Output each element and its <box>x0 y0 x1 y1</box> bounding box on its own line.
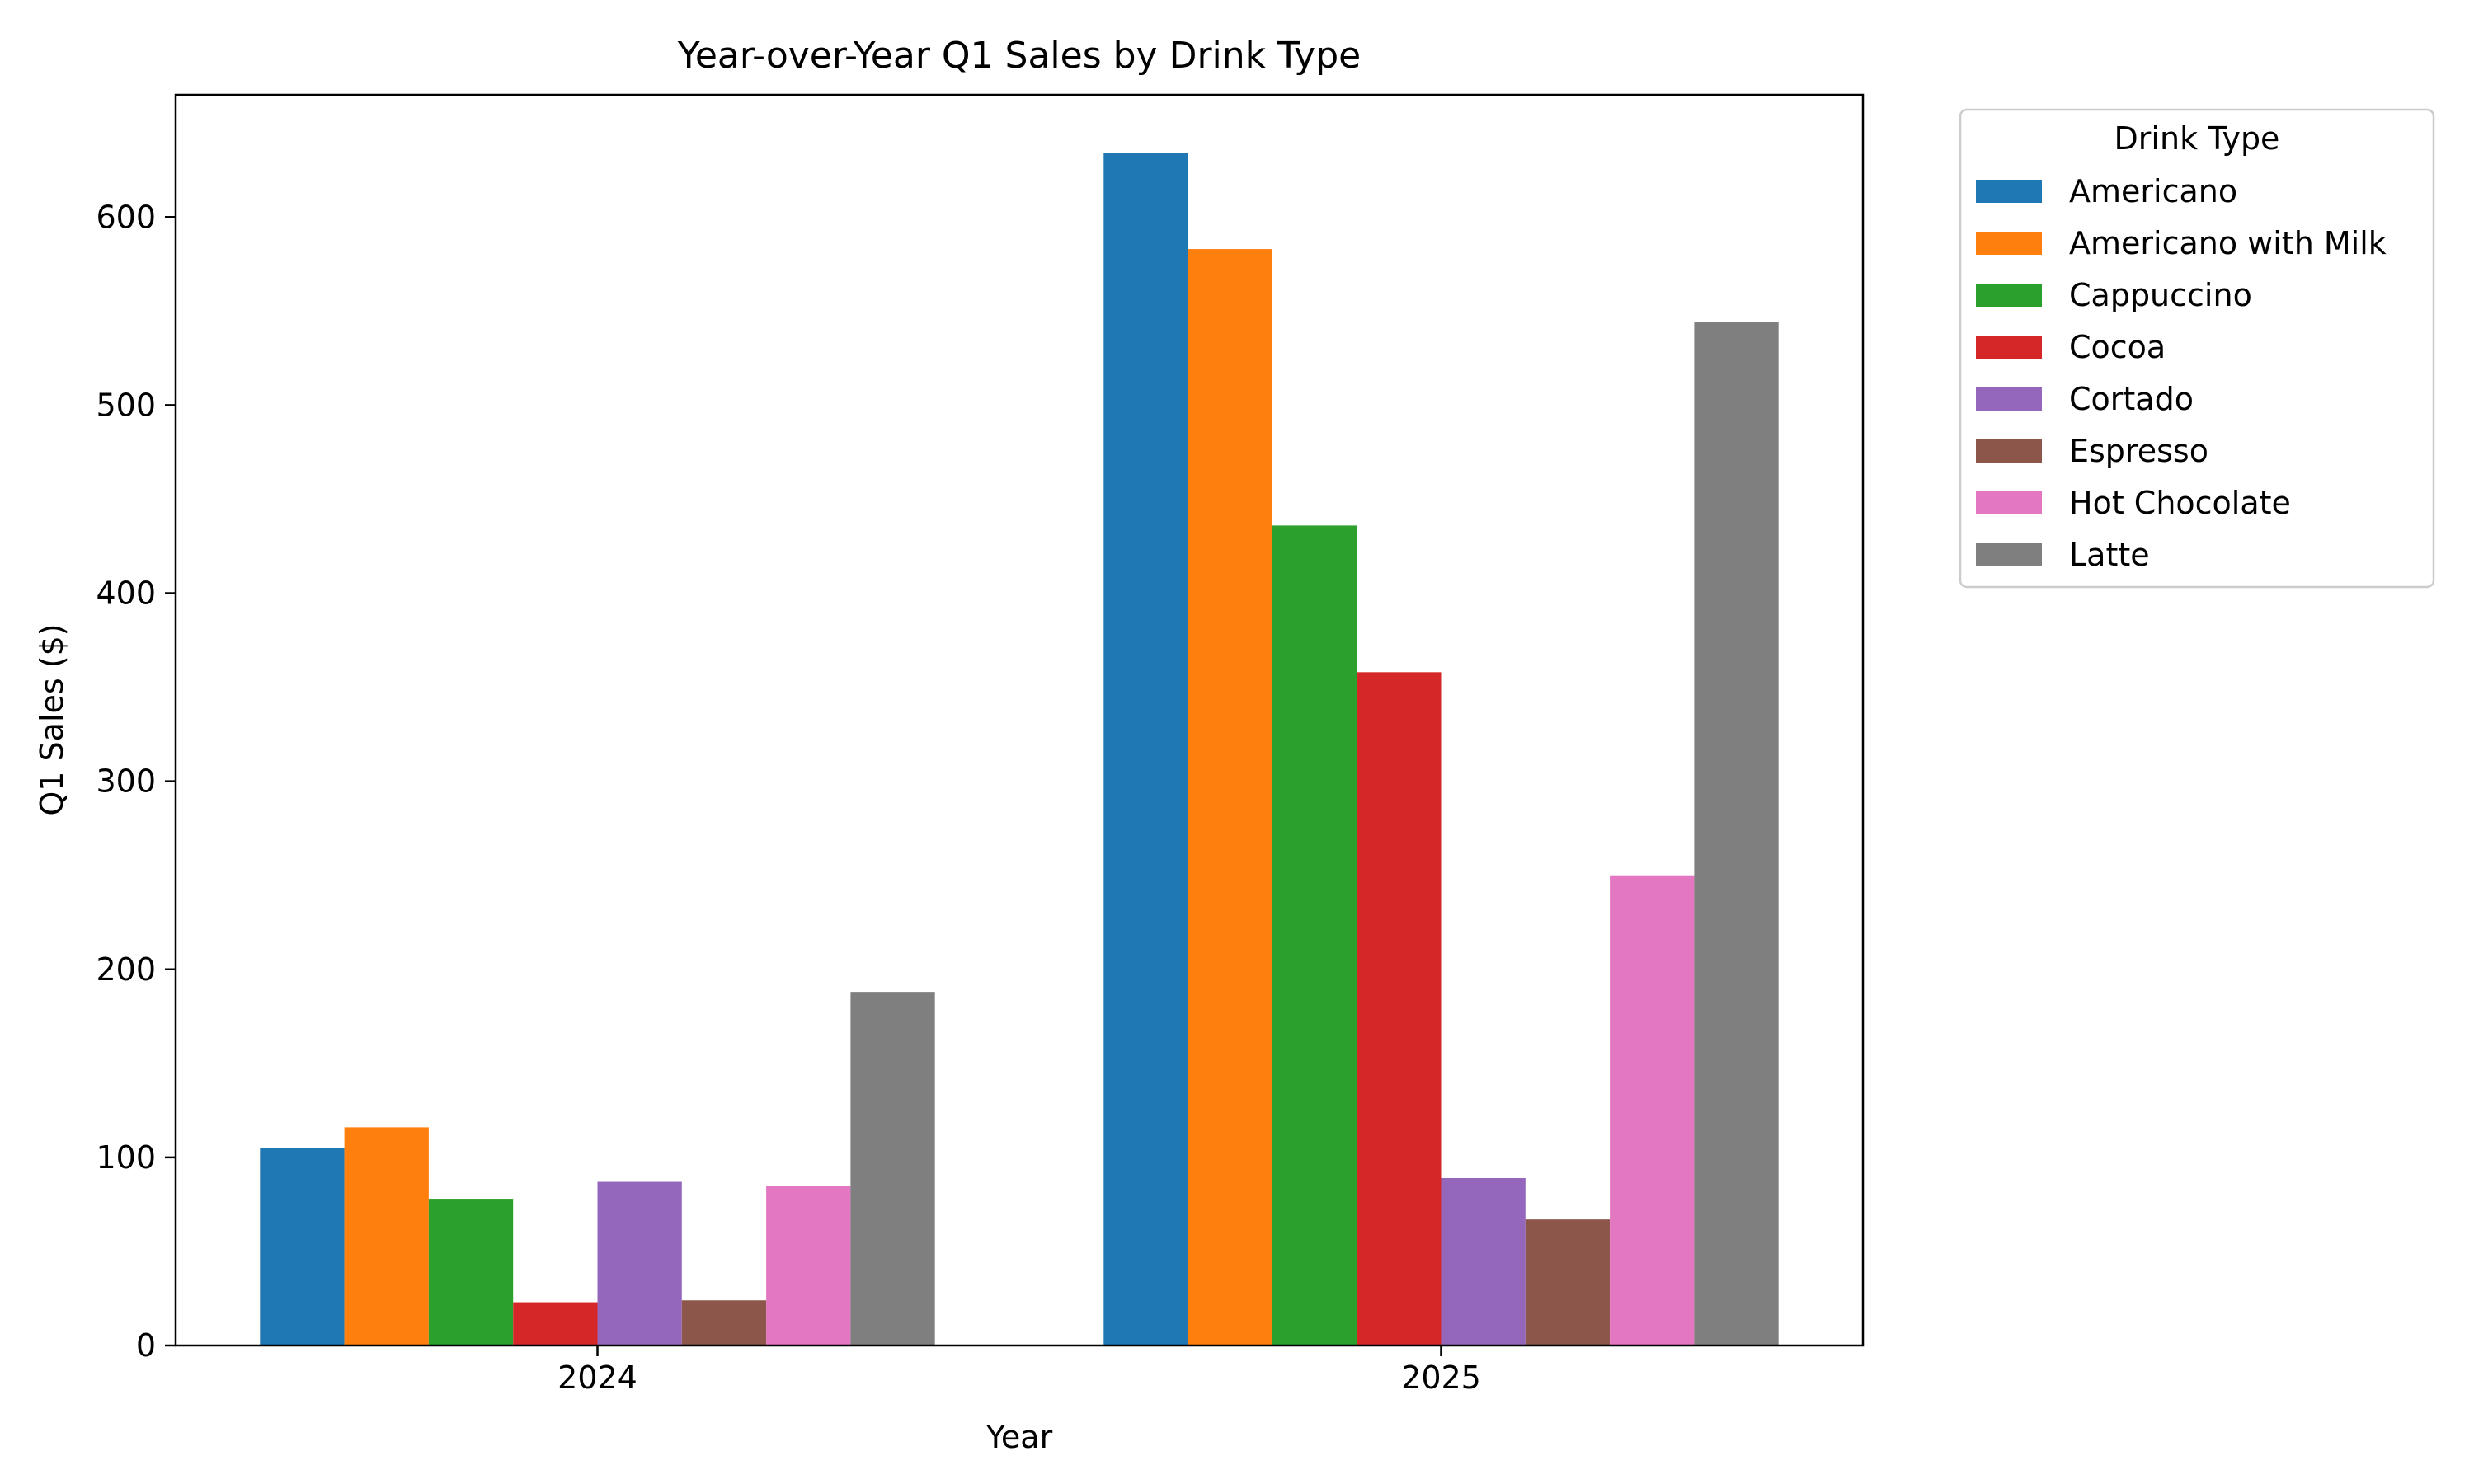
bar-cocoa-2025 <box>1357 672 1442 1345</box>
legend-label-cortado: Cortado <box>2069 381 2194 417</box>
bar-cappuccino-2024 <box>428 1199 514 1345</box>
legend-swatch-cappuccino <box>1976 284 2042 307</box>
legend-label-americano-with-milk: Americano with Milk <box>2069 225 2387 261</box>
axes-layer: 0 100 200 300 400 500 600 2024 2025 <box>96 93 1865 1396</box>
bar-latte-2024 <box>850 992 935 1345</box>
legend-label-latte: Latte <box>2069 537 2150 573</box>
y-tick-label: 600 <box>96 199 156 235</box>
bar-americano-2024 <box>260 1148 345 1345</box>
y-tick-label: 300 <box>96 763 156 800</box>
legend-title: Drink Type <box>2114 120 2280 157</box>
bar-americano-with-milk-2024 <box>344 1127 429 1345</box>
bar-espresso-2024 <box>681 1300 767 1345</box>
legend-box <box>1959 108 2435 589</box>
x-axis-label: Year <box>985 1419 1053 1455</box>
y-tick-label: 100 <box>96 1139 156 1176</box>
legend-swatch-hot-chocolate <box>1976 491 2042 514</box>
bar-cortado-2025 <box>1441 1177 1526 1345</box>
y-tick-label: 400 <box>96 575 156 612</box>
bar-hot-chocolate-2025 <box>1610 875 1695 1345</box>
plot-frame <box>174 93 1865 1347</box>
legend-label-americano: Americano <box>2069 173 2237 209</box>
legend-swatch-latte <box>1976 543 2042 566</box>
legend-swatch-americano <box>1976 180 2042 203</box>
bar-espresso-2025 <box>1525 1219 1611 1345</box>
legend-label-cappuccino: Cappuccino <box>2069 277 2252 313</box>
x-tick-label: 2024 <box>557 1360 637 1396</box>
legend: Drink Type Americano Americano with Milk Ca… <box>1959 108 2435 589</box>
legend-swatch-cocoa <box>1976 336 2042 359</box>
y-tick-label: 200 <box>96 951 156 988</box>
x-tick-label: 2025 <box>1401 1360 1481 1396</box>
bar-cappuccino-2025 <box>1272 525 1357 1345</box>
bar-cortado-2024 <box>597 1181 682 1345</box>
legend-label-espresso: Espresso <box>2069 433 2208 469</box>
bar-latte-2025 <box>1694 322 1779 1345</box>
bar-cocoa-2024 <box>513 1302 598 1345</box>
bar-americano-2025 <box>1103 153 1188 1346</box>
legend-swatch-americano-with-milk <box>1976 232 2042 255</box>
y-tick-label: 500 <box>96 387 156 423</box>
legend-swatch-espresso <box>1976 439 2042 463</box>
y-tick-label: 0 <box>136 1327 156 1364</box>
legend-swatch-cortado <box>1976 387 2042 411</box>
bars-layer <box>260 153 1779 1346</box>
chart-title: Year-over-Year Q1 Sales by Drink Type <box>677 35 1361 77</box>
bar-hot-chocolate-2024 <box>766 1186 851 1345</box>
y-axis-label: Q1 Sales ($) <box>34 623 70 815</box>
legend-label-cocoa: Cocoa <box>2069 329 2166 365</box>
legend-label-hot-chocolate: Hot Chocolate <box>2069 485 2291 521</box>
bar-americano-with-milk-2025 <box>1188 249 1272 1346</box>
